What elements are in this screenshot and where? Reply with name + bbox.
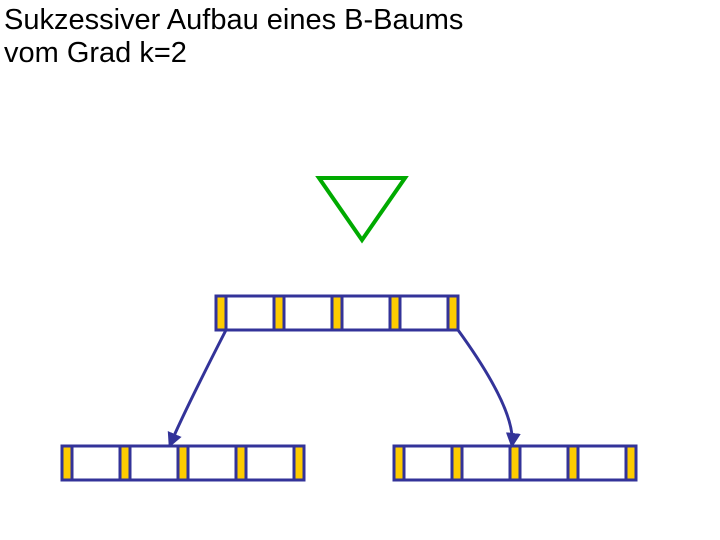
child-pointer-arrow-1: [458, 330, 512, 445]
btree-diagram: [0, 0, 720, 540]
key-cell: [72, 446, 120, 480]
key-cell: [284, 296, 332, 330]
child-pointer-arrow-0: [170, 330, 226, 445]
btree-node-leafR: [394, 446, 636, 480]
key-cell: [578, 446, 626, 480]
btree-node-root: [216, 296, 458, 330]
key-cell: [400, 296, 448, 330]
btree-node-leafL: [62, 446, 304, 480]
pointer-cell: [448, 296, 458, 330]
key-cell: [188, 446, 236, 480]
key-cell: [246, 446, 294, 480]
pointer-cell: [626, 446, 636, 480]
pointer-cell: [294, 446, 304, 480]
key-cell: [226, 296, 274, 330]
key-cell: [342, 296, 390, 330]
key-cell: [404, 446, 452, 480]
insert-triangle: [319, 178, 405, 240]
key-cell: [520, 446, 568, 480]
key-cell: [130, 446, 178, 480]
key-cell: [462, 446, 510, 480]
